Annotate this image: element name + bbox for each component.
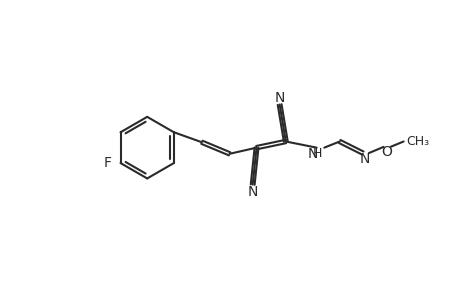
Text: N: N [359, 152, 369, 166]
Text: F: F [104, 156, 112, 170]
Text: H: H [312, 147, 321, 160]
Text: N: N [307, 147, 317, 161]
Text: N: N [274, 91, 284, 105]
Text: N: N [247, 184, 257, 199]
Text: O: O [381, 145, 391, 158]
Text: CH₃: CH₃ [405, 135, 428, 148]
